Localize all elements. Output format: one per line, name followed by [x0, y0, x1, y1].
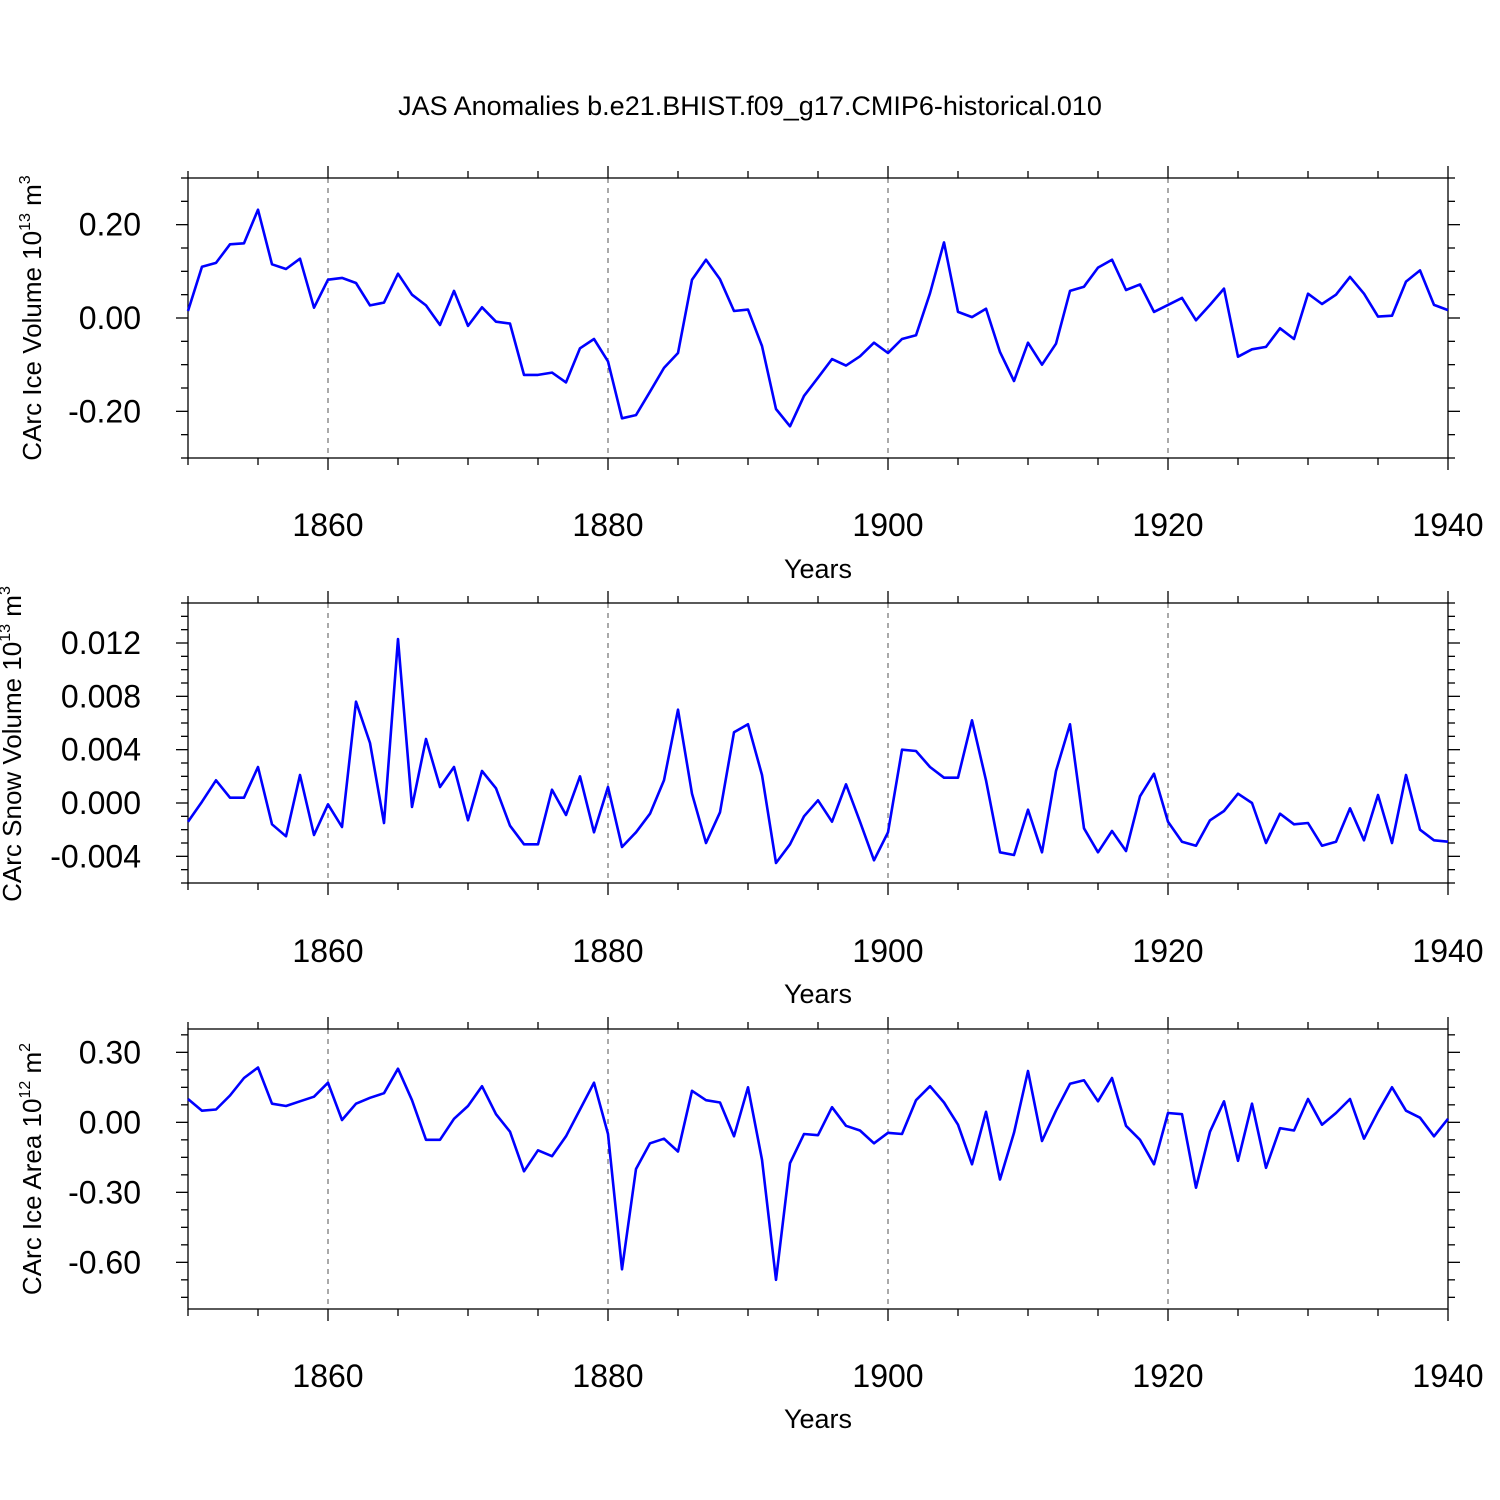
ice-area-ytick-label: 0.00: [79, 1104, 141, 1140]
ice-area-series-line: [187, 1066, 1450, 1282]
snow-volume-ytick-label: 0.000: [61, 785, 141, 821]
ice-volume-xtick-label: 1860: [292, 507, 363, 543]
ice-volume-xtick-label: 1900: [852, 507, 923, 543]
chart-title: JAS Anomalies b.e21.BHIST.f09_g17.CMIP6-…: [398, 91, 1102, 121]
ice-volume-xlabel: Years: [784, 554, 852, 584]
snow-volume-ytick-label: 0.012: [61, 625, 141, 661]
ice-area-panel: CArc Ice Area 1012 m2 Years -0.60 -0.30 0.…: [17, 1017, 1484, 1434]
ice-area-xtick-label: 1900: [852, 1358, 923, 1394]
snow-volume-ytick-label: 0.004: [61, 732, 141, 768]
ice-area-xtick-label: 1880: [572, 1358, 643, 1394]
ice-volume-ylabel: CArc Ice Volume 1013 m3: [17, 175, 47, 460]
ice-volume-plot-frame: [187, 177, 1449, 459]
snow-volume-xtick-label: 1920: [1132, 933, 1203, 969]
snow-volume-panel: CArc Snow Volume 1013 m3 Years -0.004 0.0…: [0, 586, 1484, 1009]
ice-volume-xtick-label: 1880: [572, 507, 643, 543]
snow-volume-xtick-label: 1900: [852, 933, 923, 969]
snow-volume-xtick-label: 1860: [292, 933, 363, 969]
snow-volume-plot-frame: [187, 602, 1449, 884]
snow-volume-xlabel: Years: [784, 979, 852, 1009]
snow-volume-xtick-label: 1940: [1412, 933, 1483, 969]
ice-volume-ytick-label: 0.00: [79, 300, 141, 336]
snow-volume-xtick-label: 1880: [572, 933, 643, 969]
ice-volume-ytick-label: -0.20: [68, 393, 141, 429]
ice-area-xlabel: Years: [784, 1404, 852, 1434]
ice-volume-ytick-label: 0.20: [79, 207, 141, 243]
ice-area-ytick-label: 0.30: [79, 1034, 141, 1070]
snow-volume-ylabel: CArc Snow Volume 1013 m3: [0, 586, 27, 902]
ice-area-ytick-label: -0.30: [68, 1174, 141, 1210]
snow-volume-series-line: [186, 637, 1449, 865]
ice-volume-xtick-label: 1920: [1132, 507, 1203, 543]
ice-area-plot-frame: [187, 1028, 1449, 1310]
snow-volume-ytick-label: 0.008: [61, 678, 141, 714]
ice-area-xtick-label: 1920: [1132, 1358, 1203, 1394]
ice-volume-panel: CArc Ice Volume 1013 m3 Years -0.20 0.00 0…: [17, 166, 1484, 584]
ice-area-xtick-label: 1860: [292, 1358, 363, 1394]
ice-volume-xtick-label: 1940: [1412, 507, 1483, 543]
ice-area-xtick-label: 1940: [1412, 1358, 1483, 1394]
ice-volume-series-line: [186, 208, 1449, 428]
snow-volume-ytick-label: -0.004: [50, 838, 141, 874]
ice-area-ytick-label: -0.60: [68, 1244, 141, 1280]
ice-area-ylabel: CArc Ice Area 1012 m2: [17, 1043, 47, 1295]
